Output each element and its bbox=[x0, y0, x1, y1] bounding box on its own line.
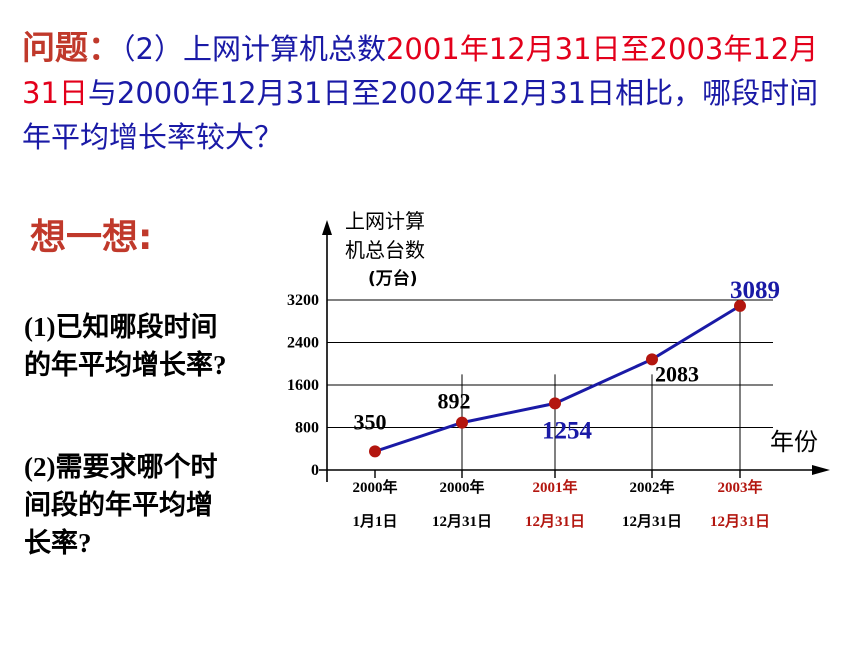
y-tick-label: 1600 bbox=[287, 377, 319, 394]
question-part1: （2）上网计算机总数 bbox=[121, 32, 386, 66]
y-tick-label: 0 bbox=[311, 462, 319, 479]
x-tick-label-date: 1月1日 bbox=[352, 513, 397, 530]
y-axis-label-line2: 机总台数 bbox=[345, 238, 425, 262]
y-tick-label: 800 bbox=[295, 420, 319, 437]
data-label: 892 bbox=[438, 389, 471, 414]
think-heading: 想一想: bbox=[30, 217, 153, 258]
y-tick-label: 3200 bbox=[287, 292, 319, 309]
question-period-a: 2001年12月31日至2003年12月31日 bbox=[22, 32, 819, 110]
y-axis-label-line1: 上网计算 bbox=[345, 209, 425, 233]
data-label: 2083 bbox=[655, 361, 699, 386]
prompt-2: (2)需要求哪个时间段的年平均增长率? bbox=[24, 452, 218, 558]
x-axis-label: 年份 bbox=[770, 428, 818, 456]
x-tick-label-year: 2000年 bbox=[439, 478, 484, 496]
question-lead: 问题： bbox=[22, 28, 121, 67]
data-label: 3089 bbox=[730, 277, 780, 304]
data-point bbox=[456, 416, 468, 429]
x-tick-label-date: 12月31日 bbox=[622, 513, 682, 530]
data-label: 1254 bbox=[542, 417, 593, 444]
x-tick-label-year: 2001年 bbox=[532, 478, 577, 496]
data-point bbox=[549, 397, 561, 410]
y-axis-unit: (万台) bbox=[368, 269, 418, 289]
x-tick-label-year: 2000年 bbox=[352, 478, 397, 496]
data-point bbox=[646, 353, 658, 366]
data-point bbox=[734, 299, 746, 312]
x-tick-label-date: 12月31日 bbox=[710, 513, 770, 530]
data-label: 350 bbox=[354, 409, 387, 434]
y-axis-arrow bbox=[322, 220, 332, 235]
x-tick-label-date: 12月31日 bbox=[432, 513, 492, 530]
x-axis-arrow bbox=[812, 465, 830, 475]
question-part3: 与2000年12月31日至2002年12月31日相比，哪段时间年平均增长率较大？ bbox=[22, 76, 819, 154]
data-point bbox=[369, 445, 381, 458]
y-tick-label: 2400 bbox=[287, 335, 319, 352]
prompt-1: (1)已知哪段时间的年平均增长率? bbox=[24, 312, 227, 380]
x-tick-label-date: 12月31日 bbox=[525, 513, 585, 530]
question-text: 问题：（2）上网计算机总数2001年12月31日至2003年12月31日与200… bbox=[22, 26, 842, 159]
x-tick-label-year: 2003年 bbox=[717, 478, 762, 496]
x-tick-label-year: 2002年 bbox=[629, 478, 674, 496]
